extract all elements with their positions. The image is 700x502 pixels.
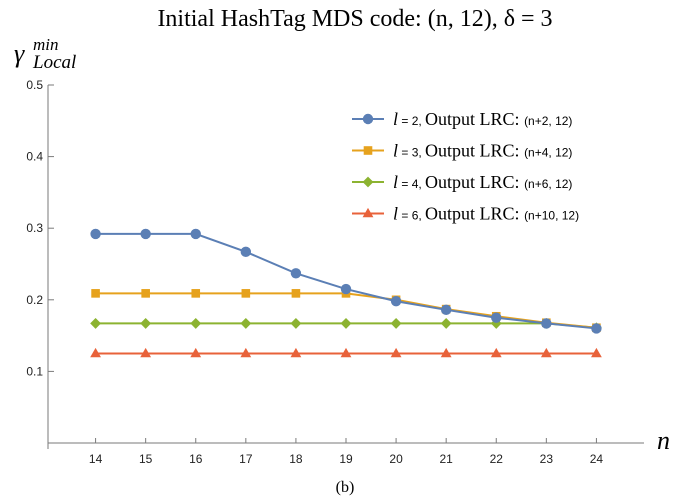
- legend-text: Output LRC:: [425, 172, 524, 192]
- x-tick-label: 16: [189, 452, 203, 466]
- x-tick-label: 21: [439, 452, 453, 466]
- data-point-circle: [240, 246, 252, 258]
- data-point-square: [141, 289, 150, 298]
- data-point-triangle: [340, 347, 352, 358]
- data-point-circle: [390, 296, 402, 307]
- data-point-circle: [90, 228, 101, 240]
- legend-item-1: l = 2, Output LRC: (n+2, 12): [352, 109, 572, 129]
- data-point-square: [91, 289, 100, 298]
- y-tick-label: 0.1: [26, 364, 43, 378]
- legend-code: (n+6, 12): [524, 177, 572, 191]
- x-tick-label: 17: [239, 452, 253, 466]
- data-point-diamond: [440, 318, 452, 329]
- legend-var: l: [393, 172, 398, 192]
- legend-item-3: l = 4, Output LRC: (n+6, 12): [352, 172, 572, 192]
- data-point-diamond: [190, 318, 202, 329]
- data-point-diamond: [90, 318, 101, 329]
- legend-text: Output LRC:: [425, 109, 524, 129]
- data-point-circle: [491, 312, 502, 323]
- data-point-circle: [591, 323, 602, 334]
- x-tick-label: 22: [490, 452, 504, 466]
- data-point-triangle: [90, 347, 101, 358]
- data-point-circle: [290, 268, 302, 279]
- y-tick-label: 0.5: [26, 78, 43, 92]
- legend-var: l: [393, 141, 398, 161]
- legend-eq: = 3,: [398, 146, 425, 160]
- legend-label: l = 6, Output LRC: (n+10, 12): [393, 204, 579, 224]
- legend-code: (n+10, 12): [524, 209, 579, 223]
- data-point-diamond: [390, 318, 402, 329]
- data-point-square: [363, 146, 373, 155]
- data-point-circle: [340, 283, 352, 295]
- chart-title: Initial HashTag MDS code: (n, 12), δ = 3: [157, 6, 552, 32]
- data-point-triangle: [540, 347, 552, 358]
- legend-label: l = 4, Output LRC: (n+6, 12): [393, 172, 572, 192]
- x-axis-label: n: [657, 426, 670, 455]
- legend-var: l: [393, 204, 398, 224]
- data-point-square: [191, 289, 201, 298]
- data-point-square: [291, 289, 301, 298]
- series-1: [90, 228, 602, 334]
- data-point-triangle: [140, 347, 152, 358]
- legend-eq: = 2,: [398, 114, 425, 128]
- legend-item-2: l = 3, Output LRC: (n+4, 12): [352, 141, 572, 161]
- y-tick-label: 0.3: [26, 221, 43, 235]
- legend-eq: = 4,: [398, 177, 425, 191]
- legend-code: (n+2, 12): [524, 114, 572, 128]
- legend-label: l = 3, Output LRC: (n+4, 12): [393, 141, 572, 161]
- y-tick-label: 0.2: [26, 293, 43, 307]
- x-tick-label: 15: [139, 452, 153, 466]
- legend-item-4: l = 6, Output LRC: (n+10, 12): [352, 204, 579, 224]
- legend-label: l = 2, Output LRC: (n+2, 12): [393, 109, 572, 129]
- data-point-triangle: [490, 347, 502, 358]
- data-point-circle: [362, 113, 374, 125]
- data-point-circle: [541, 318, 552, 329]
- legend: l = 2, Output LRC: (n+2, 12)l = 3, Outpu…: [352, 109, 579, 224]
- data-point-triangle: [290, 347, 302, 358]
- plot-area: [90, 228, 602, 358]
- data-point-diamond: [240, 318, 252, 329]
- y-axis-label-sub: Local: [32, 52, 76, 73]
- legend-eq: = 6,: [398, 209, 425, 223]
- data-point-diamond: [340, 318, 352, 329]
- legend-text: Output LRC:: [425, 141, 524, 161]
- data-point-diamond: [362, 176, 374, 188]
- y-axis-label-main: γ: [14, 39, 25, 68]
- legend-var: l: [393, 109, 398, 129]
- data-point-circle: [440, 304, 452, 316]
- legend-text: Output LRC:: [425, 204, 524, 224]
- data-point-circle: [190, 228, 201, 240]
- caption: (b): [336, 479, 355, 496]
- x-tick-label: 24: [590, 452, 604, 466]
- x-tick-label: 20: [389, 452, 403, 466]
- data-point-diamond: [290, 318, 302, 329]
- y-tick-label: 0.4: [26, 150, 43, 164]
- data-point-triangle: [240, 347, 252, 358]
- legend-code: (n+4, 12): [524, 146, 572, 160]
- series-line: [95, 232, 597, 330]
- y-axis-label: γ: [14, 39, 25, 68]
- data-point-triangle: [362, 207, 374, 218]
- data-point-diamond: [140, 318, 152, 329]
- data-point-triangle: [190, 347, 202, 358]
- data-point-triangle: [440, 347, 452, 358]
- data-point-triangle: [591, 347, 602, 358]
- data-point-triangle: [390, 347, 402, 358]
- x-tick-label: 23: [540, 452, 554, 466]
- axes: 14 15 16 17 18 19 20 21 22 23 24 0.1 0.2 0.3 0.4 0.5: [26, 78, 644, 466]
- series-4: [90, 347, 602, 358]
- x-tick-label: 18: [289, 452, 303, 466]
- data-point-square: [241, 289, 251, 298]
- x-tick-label: 19: [339, 452, 353, 466]
- x-tick-label: 14: [89, 452, 103, 466]
- data-point-circle: [140, 228, 151, 240]
- y-axis-label-sup: min: [33, 35, 59, 54]
